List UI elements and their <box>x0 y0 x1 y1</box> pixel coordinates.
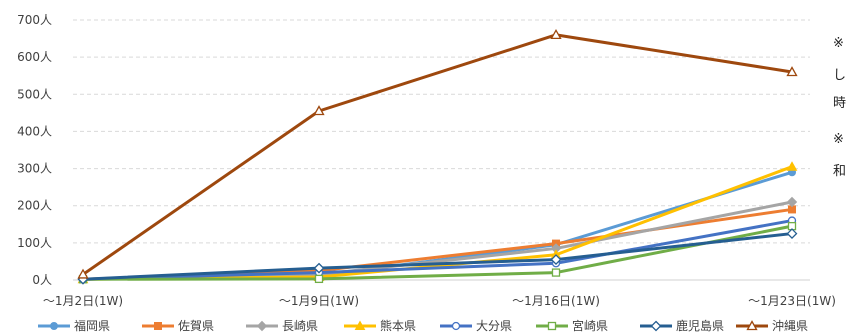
y-tick-label: 200人 <box>17 199 52 213</box>
x-tick-label: 〜1月23日(1W) <box>748 294 836 308</box>
y-tick-label: 500人 <box>17 87 52 101</box>
series-group <box>77 29 798 285</box>
data-point <box>314 274 324 284</box>
data-point <box>77 268 89 279</box>
data-point <box>746 320 758 331</box>
note-line-1: ※ <box>833 36 844 51</box>
data-point <box>256 320 268 332</box>
data-point <box>550 254 562 265</box>
data-point <box>786 161 798 171</box>
note-line-4: ※ <box>833 132 844 147</box>
note-line-5: 和 <box>833 164 846 179</box>
legend-label: 福岡県 <box>74 318 110 333</box>
legend: 福岡県 佐賀県 長崎県 熊本県 大分県 宮崎県 鹿児島県 沖縄県 <box>38 318 808 333</box>
note-line-2: し <box>833 68 846 83</box>
note-line-3: 時 <box>833 96 846 111</box>
legend-label: 長崎県 <box>282 319 318 333</box>
data-point <box>551 268 561 277</box>
legend-label: 熊本県 <box>380 318 416 333</box>
legend-item: 熊本県 <box>344 318 416 333</box>
legend-item: 福岡県 <box>38 318 110 333</box>
y-tick-label: 300人 <box>17 162 52 176</box>
data-point <box>154 322 162 330</box>
series-line <box>82 224 793 281</box>
data-point <box>786 196 798 208</box>
data-point <box>354 320 366 330</box>
legend-label: 鹿児島県 <box>676 318 724 333</box>
series-line <box>82 219 793 281</box>
y-tick-label: 700人 <box>17 13 52 27</box>
legend-item: 沖縄県 <box>736 318 808 333</box>
data-point <box>550 29 562 40</box>
data-point <box>547 321 557 331</box>
legend-item: 大分県 <box>440 319 512 333</box>
legend-label: 佐賀県 <box>178 319 214 333</box>
y-axis: 0人 100人 200人 300人 400人 500人 600人 700人 <box>17 13 52 287</box>
series-line <box>82 232 793 281</box>
data-point <box>50 322 58 330</box>
y-tick-label: 0人 <box>32 273 52 287</box>
legend-item: 宮崎県 <box>536 318 608 333</box>
data-point <box>313 105 325 116</box>
data-point <box>650 320 662 332</box>
legend-item: 鹿児島県 <box>640 318 724 333</box>
gridlines <box>73 19 810 281</box>
y-tick-label: 400人 <box>17 124 52 138</box>
x-axis: 〜1月2日(1W) 〜1月9日(1W) 〜1月16日(1W) 〜1月23日(1W) <box>43 294 836 308</box>
legend-item: 長崎県 <box>246 319 318 333</box>
legend-label: 大分県 <box>476 319 512 333</box>
data-point <box>313 262 325 274</box>
series-line <box>82 33 793 276</box>
legend-item: 佐賀県 <box>142 319 214 333</box>
x-tick-label: 〜1月16日(1W) <box>512 294 600 308</box>
series-7 <box>77 29 798 279</box>
data-point <box>451 321 461 331</box>
x-tick-label: 〜1月2日(1W) <box>43 294 123 308</box>
legend-label: 宮崎県 <box>572 318 608 333</box>
y-tick-label: 600人 <box>17 50 52 64</box>
y-tick-label: 100人 <box>17 236 52 250</box>
x-tick-label: 〜1月9日(1W) <box>279 294 359 308</box>
data-point <box>786 66 798 77</box>
data-point <box>786 228 798 239</box>
legend-label: 沖縄県 <box>772 318 808 333</box>
